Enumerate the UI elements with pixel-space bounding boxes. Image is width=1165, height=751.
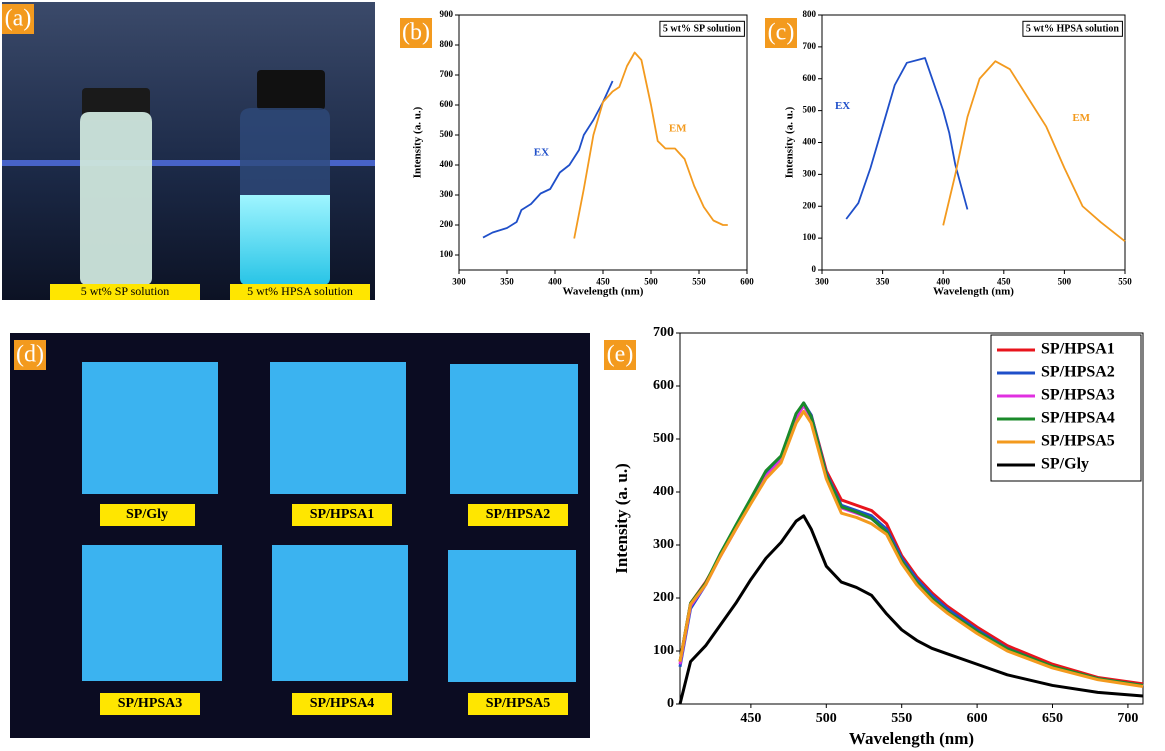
photo-caption: 5 wt% HPSA solution bbox=[247, 284, 353, 298]
photo-d: SP/Gly SP/HPSA1 SP/HPSA2 SP/HPSA3 SP/HPS… bbox=[10, 333, 590, 738]
legend-label: SP/HPSA5 bbox=[1041, 433, 1115, 450]
x-tick-label: 350 bbox=[876, 277, 890, 287]
figure: 5 wt% SP solution 5 wt% HPSA solution SP… bbox=[0, 0, 1165, 751]
photo-caption: 5 wt% SP solution bbox=[81, 284, 170, 298]
film-label: SP/HPSA2 bbox=[486, 507, 551, 522]
x-tick-label: 600 bbox=[740, 277, 754, 287]
chart-title: 5 wt% HPSA solution bbox=[1026, 23, 1120, 34]
y-tick-label: 800 bbox=[440, 39, 454, 49]
x-axis-label: Wavelength (nm) bbox=[849, 729, 974, 748]
y-tick-label: 100 bbox=[803, 232, 817, 242]
y-tick-label: 600 bbox=[440, 99, 454, 109]
page: 5 wt% SP solution 5 wt% HPSA solution SP… bbox=[0, 0, 1165, 751]
x-axis-label: Wavelength (nm) bbox=[563, 286, 644, 298]
film-label: SP/HPSA3 bbox=[118, 696, 183, 711]
x-tick-label: 400 bbox=[548, 277, 562, 287]
x-tick-label: 600 bbox=[967, 711, 988, 726]
plot-area bbox=[459, 15, 747, 270]
panel-label: (b) bbox=[402, 20, 430, 46]
panel-label: (d) bbox=[16, 342, 44, 368]
y-tick-label: 700 bbox=[803, 41, 817, 51]
x-tick-label: 500 bbox=[1058, 277, 1072, 287]
y-tick-label: 100 bbox=[653, 643, 674, 658]
y-tick-label: 300 bbox=[803, 168, 817, 178]
x-tick-label: 550 bbox=[891, 711, 912, 726]
y-tick-label: 900 bbox=[440, 9, 454, 19]
x-tick-label: 350 bbox=[500, 277, 514, 287]
y-tick-label: 700 bbox=[653, 325, 674, 340]
y-axis-label: Intensity (a. u.) bbox=[612, 463, 631, 574]
y-tick-label: 700 bbox=[440, 69, 454, 79]
x-tick-label: 300 bbox=[452, 277, 466, 287]
y-tick-label: 300 bbox=[440, 189, 454, 199]
plot-area bbox=[822, 15, 1125, 270]
y-tick-label: 400 bbox=[803, 137, 817, 147]
y-tick-label: 0 bbox=[667, 696, 674, 711]
film-label: SP/HPSA1 bbox=[310, 507, 375, 522]
x-tick-label: 550 bbox=[692, 277, 706, 287]
chart: 450 500 550 600 650 700 0 100 200 300 400 500 600 700… bbox=[612, 325, 1143, 748]
y-tick-label: 100 bbox=[440, 249, 454, 259]
y-tick-label: 500 bbox=[440, 129, 454, 139]
x-tick-label: 450 bbox=[740, 711, 761, 726]
legend-label: SP/HPSA4 bbox=[1041, 410, 1115, 427]
film-label: SP/HPSA4 bbox=[310, 696, 375, 711]
y-tick-label: 200 bbox=[653, 590, 674, 605]
y-tick-label: 0 bbox=[812, 264, 817, 274]
y-tick-label: 400 bbox=[440, 159, 454, 169]
y-tick-label: 600 bbox=[803, 73, 817, 83]
panel-label: (c) bbox=[768, 20, 795, 46]
legend-label: SP/Gly bbox=[1041, 456, 1089, 473]
film-label: SP/HPSA5 bbox=[486, 696, 551, 711]
x-axis-label: Wavelength (nm) bbox=[933, 286, 1014, 298]
x-tick-label: 550 bbox=[1118, 277, 1132, 287]
series-label: EM bbox=[669, 123, 687, 135]
y-tick-label: 200 bbox=[803, 200, 817, 210]
y-tick-label: 300 bbox=[653, 537, 674, 552]
y-tick-label: 200 bbox=[440, 219, 454, 229]
x-tick-label: 700 bbox=[1117, 711, 1138, 726]
legend-label: SP/HPSA3 bbox=[1041, 387, 1115, 404]
x-tick-label: 650 bbox=[1042, 711, 1063, 726]
y-tick-label: 600 bbox=[653, 378, 674, 393]
chart-title: 5 wt% SP solution bbox=[663, 23, 742, 34]
legend-label: SP/HPSA2 bbox=[1041, 364, 1115, 381]
series-label: EX bbox=[835, 100, 850, 112]
film-label: SP/Gly bbox=[126, 507, 168, 522]
x-tick-label: 300 bbox=[815, 277, 829, 287]
x-tick-label: 500 bbox=[816, 711, 837, 726]
photo-a: 5 wt% SP solution 5 wt% HPSA solution bbox=[2, 2, 375, 300]
y-tick-label: 500 bbox=[653, 431, 674, 446]
legend-label: SP/HPSA1 bbox=[1041, 341, 1115, 358]
series-label: EX bbox=[534, 147, 549, 159]
y-axis-label: Intensity (a. u.) bbox=[412, 106, 424, 178]
y-tick-label: 800 bbox=[803, 9, 817, 19]
series-label: EM bbox=[1072, 112, 1090, 124]
y-tick-label: 500 bbox=[803, 105, 817, 115]
panel-label: (a) bbox=[5, 6, 32, 32]
panel-label: (e) bbox=[607, 342, 634, 368]
y-tick-label: 400 bbox=[653, 484, 674, 499]
x-tick-label: 500 bbox=[644, 277, 658, 287]
y-axis-label: Intensity (a. u.) bbox=[784, 106, 796, 178]
